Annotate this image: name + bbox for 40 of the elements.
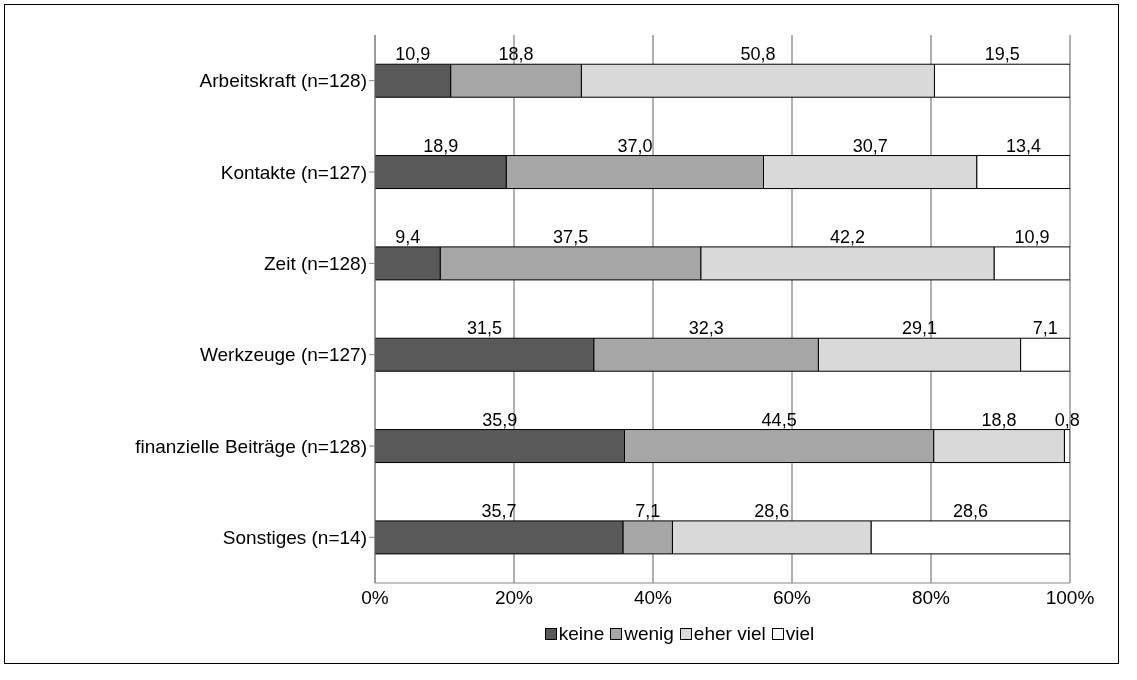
legend-label: viel [784, 623, 815, 645]
data-label: 50,8 [740, 44, 776, 65]
data-label: 32,3 [688, 318, 724, 339]
data-label: 29,1 [902, 318, 938, 339]
data-label: 13,4 [1005, 135, 1041, 156]
data-label: 35,7 [481, 500, 517, 521]
data-label: 18,8 [498, 44, 534, 65]
x-tick-label: 80% [911, 587, 951, 609]
data-label: 37,0 [617, 135, 653, 156]
data-label: 7,1 [1032, 318, 1058, 339]
data-label: 7,1 [635, 500, 661, 521]
x-tick-label: 100% [1045, 587, 1095, 609]
y-tick-label: Sonstiges (n=14) [222, 527, 367, 549]
data-label: 28,6 [953, 500, 989, 521]
x-tick-label: 40% [633, 587, 673, 609]
data-label: 37,5 [553, 226, 589, 247]
data-label: 9,4 [395, 226, 421, 247]
data-label: 10,9 [395, 44, 431, 65]
legend-label: eher viel [692, 623, 766, 645]
data-label: 30,7 [852, 135, 888, 156]
data-label: 18,8 [981, 409, 1017, 430]
data-label: 35,9 [482, 409, 518, 430]
legend-label: wenig [623, 623, 674, 645]
data-label: 18,9 [423, 135, 459, 156]
legend-label: keine [557, 623, 605, 645]
y-tick-label: Arbeitskraft (n=128) [199, 70, 367, 92]
data-label: 44,5 [761, 409, 797, 430]
data-label: 10,9 [1014, 226, 1050, 247]
y-tick-label: finanzielle Beiträge (n=128) [135, 435, 367, 457]
x-tick-label: 0% [361, 587, 389, 609]
data-label: 19,5 [984, 44, 1020, 65]
data-label: 28,6 [754, 500, 790, 521]
x-tick-label: 60% [772, 587, 812, 609]
y-tick-label: Kontakte (n=127) [220, 161, 367, 183]
data-label: 31,5 [466, 318, 502, 339]
data-label: 42,2 [830, 226, 866, 247]
x-tick-label: 20% [494, 587, 534, 609]
y-tick-label: Werkzeuge (n=127) [199, 344, 367, 366]
y-tick-label: Zeit (n=128) [264, 253, 367, 275]
data-label: 0,8 [1054, 409, 1080, 430]
